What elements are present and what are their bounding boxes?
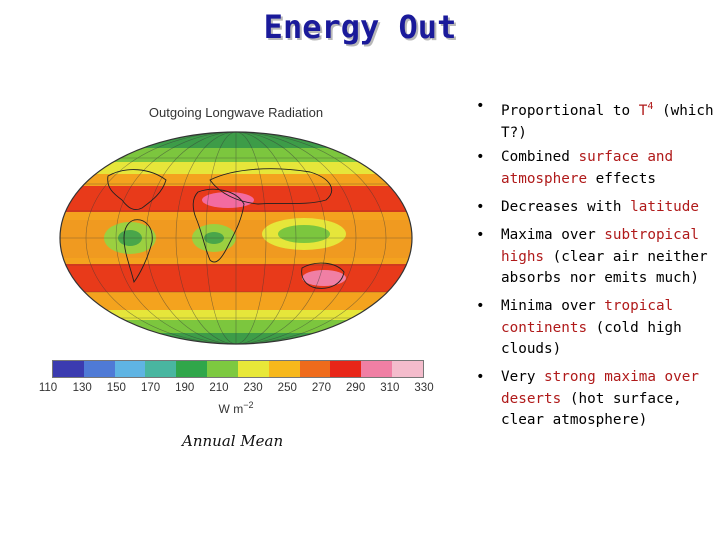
bullet-superscript: 4 [647, 101, 654, 112]
colorbar-segment [299, 361, 331, 377]
bullet-dot: • [476, 298, 485, 314]
bullet-text: Decreases with latitude [501, 197, 715, 219]
colorbar-tick-label: 290 [346, 382, 366, 394]
olr-world-map [59, 131, 413, 345]
colorbar-segment [330, 361, 362, 377]
bullet-text-plain: (clear air neither absorbs nor emits muc… [501, 248, 708, 287]
slide-title: Energy Out [263, 8, 457, 46]
colorbar-tick-label: 170 [140, 382, 161, 394]
colorbar-segment [237, 361, 269, 377]
colorbar [52, 360, 424, 378]
unit-text: W m [218, 402, 244, 416]
bullet-text: Very strong maxima over deserts (hot sur… [501, 367, 715, 432]
bullet-text-plain: (which T?) [501, 103, 714, 141]
bullet-text-highlight: strong maxima over deserts [501, 369, 699, 407]
colorbar-segment [207, 361, 238, 377]
unit-exponent: −2 [243, 400, 254, 410]
bullet-dot: • [476, 98, 485, 114]
maximum-sahara [202, 192, 254, 208]
bullet-dot: • [476, 149, 485, 165]
map-caption: Annual Mean [182, 432, 284, 450]
bullet-item: • Proportional to T4 (which T?) [470, 96, 715, 144]
bullet-text-plain: Very [501, 369, 545, 385]
bullet-text: Proportional to T4 (which T?) [501, 96, 715, 144]
bullet-text: Combined surface and atmosphere effects [501, 147, 715, 190]
colorbar-segment [392, 361, 423, 377]
bullet-text-plain: effects [587, 170, 656, 187]
map-title: Outgoing Longwave Radiation [148, 105, 324, 120]
globe-outline [59, 131, 413, 345]
bullet-text-highlight: latitude [630, 199, 699, 215]
colorbar-tick-label: 250 [277, 382, 297, 394]
bullet-item: • Maxima over subtropical highs (clear ai… [470, 225, 715, 290]
bullet-dot: • [476, 199, 485, 215]
colorbar-segment [176, 361, 208, 377]
maximum-australia [302, 270, 346, 286]
bullet-item: • Minima over tropical continents (cold h… [470, 296, 715, 361]
bullet-dot: • [476, 369, 485, 385]
bullet-text-plain: (cold high clouds) [501, 319, 682, 358]
colorbar-ticks: 110 130 150 170 190 210 230 250 270 290 310 330 [38, 382, 434, 398]
colorbar-segment [268, 361, 300, 377]
colorbar-tick-label: 230 [243, 382, 263, 394]
colorbar-segment [83, 361, 115, 377]
bullet-text: Maxima over subtropical highs (clear air… [501, 225, 715, 290]
bullet-text-highlight: tropical continents [501, 298, 674, 336]
colorbar-segment [114, 361, 146, 377]
minimum-indonesia-core [278, 225, 330, 243]
colorbar-tick-label: 310 [380, 382, 400, 394]
olr-map-figure: Outgoing Longwave Radiation 110 130 150 170… [38, 96, 434, 426]
bullet-text-plain: Maxima over [501, 227, 605, 243]
graticule [60, 132, 412, 344]
colorbar-tick-label: 190 [175, 382, 195, 394]
bullet-text-plain: Minima over [501, 298, 605, 314]
bullet-item: • Combined surface and atmosphere effects [470, 147, 715, 190]
bullet-text-highlight: surface and atmosphere [501, 149, 674, 187]
colorbar-segment [361, 361, 393, 377]
colorbar-tick-label: 330 [414, 382, 434, 394]
bullet-text-highlight: subtropical highs [501, 227, 699, 265]
bullet-text: Minima over tropical continents (cold hi… [501, 296, 715, 361]
bullet-text-plain: Decreases with [501, 199, 631, 215]
bullet-text-plain: (hot surface, clear atmosphere) [501, 390, 682, 429]
colorbar-tick-label: 270 [311, 382, 332, 394]
colorbar-tick-label: 130 [72, 382, 92, 394]
bullet-dot: • [476, 227, 485, 243]
colorbar-segment [145, 361, 177, 377]
bullet-item: • Decreases with latitude [470, 197, 715, 219]
colorbar-tick-label: 150 [106, 382, 126, 394]
bullet-text-highlight: T [638, 103, 648, 119]
colorbar-tick-label: 210 [209, 382, 229, 394]
bullet-text-plain: Proportional to [501, 103, 639, 119]
colorbar-tick-label: 110 [38, 382, 58, 394]
bullet-item: • Very strong maxima over deserts (hot su… [470, 367, 715, 432]
unit-label: W m−2 [38, 400, 434, 416]
bullet-text-plain: Combined [501, 149, 579, 165]
colorbar-segment [53, 361, 84, 377]
continent-outlines [107, 168, 345, 289]
